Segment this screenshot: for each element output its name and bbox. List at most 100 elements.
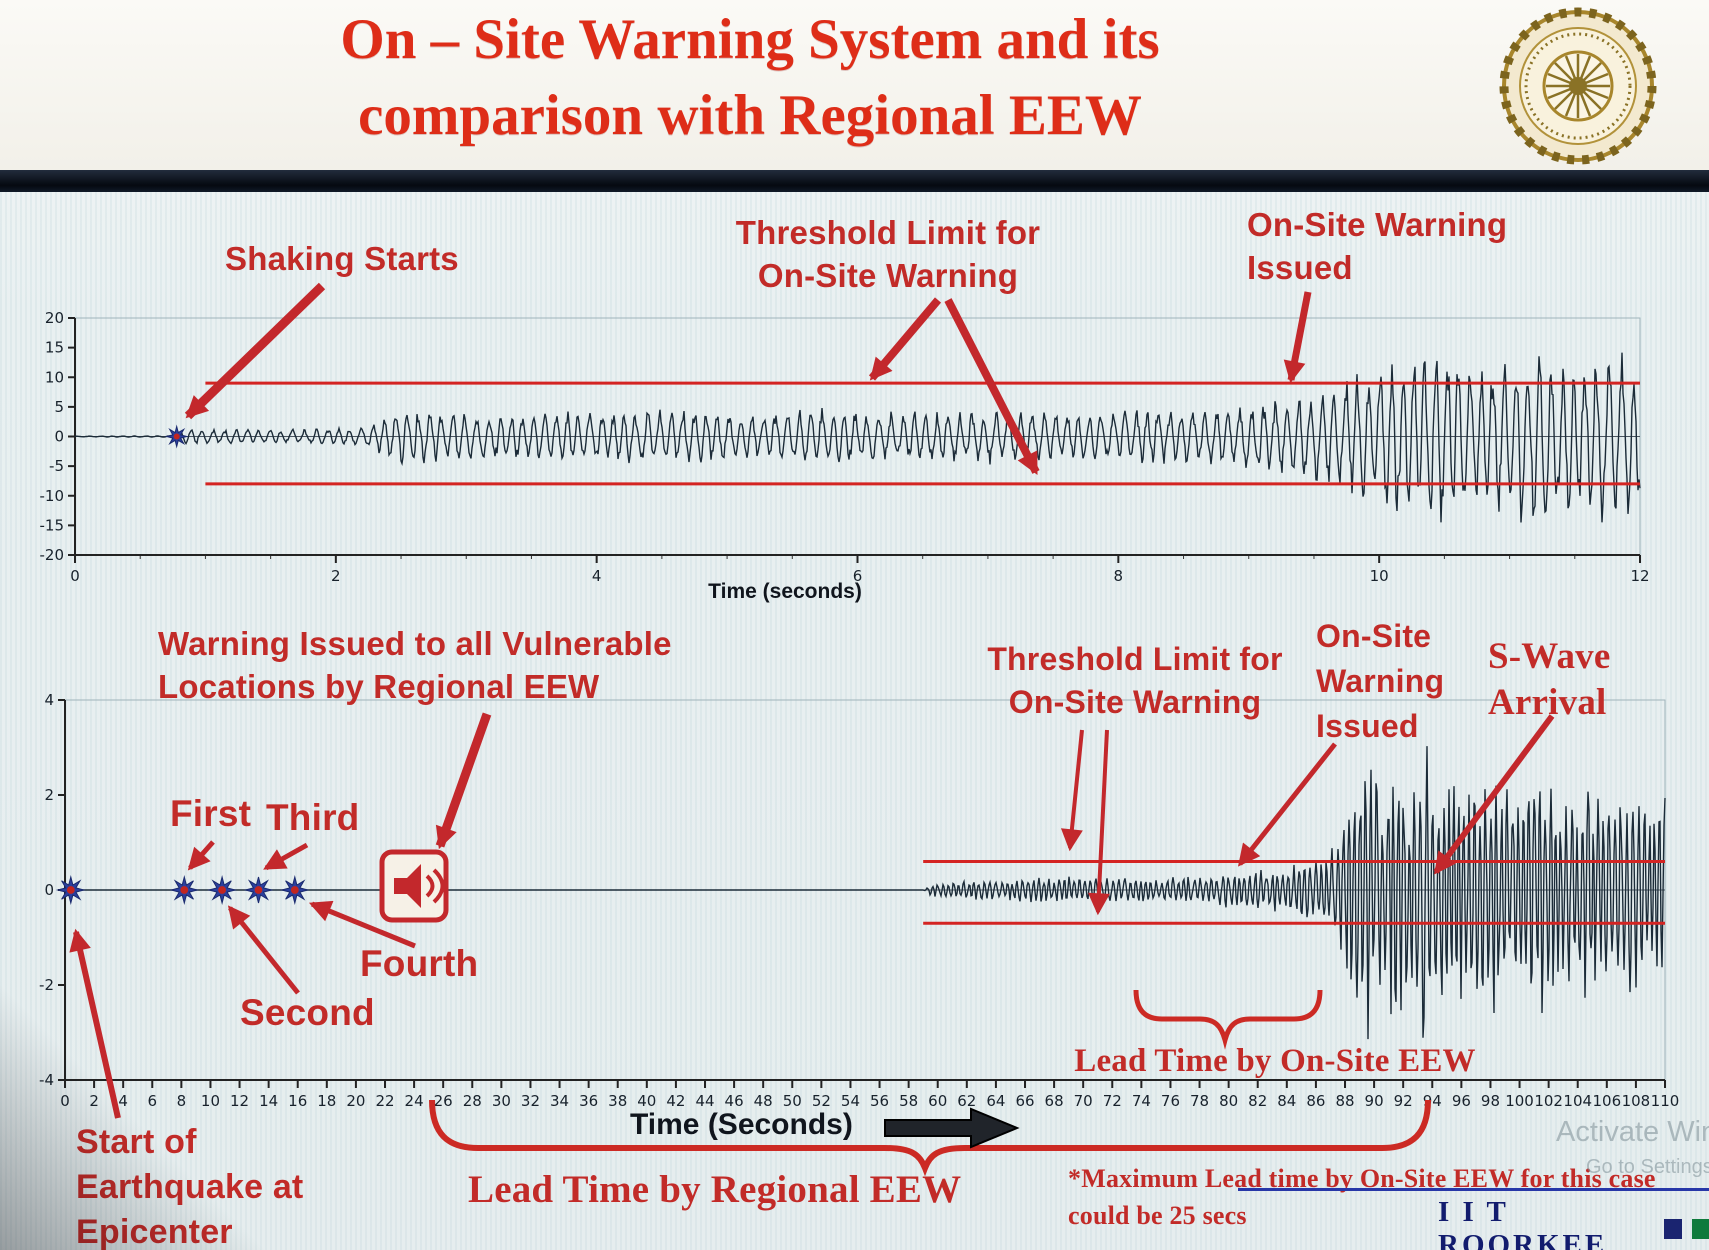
svg-text:50: 50 [783,1092,802,1110]
annotation-s-wave: S-Wave Arrival [1488,634,1610,726]
svg-text:40: 40 [637,1092,656,1110]
title-line-1: On – Site Warning System and its [340,8,1160,71]
svg-text:2: 2 [331,567,341,585]
svg-text:110: 110 [1651,1092,1680,1110]
onsite-lead-time-brace [1133,989,1323,1050]
svg-text:24: 24 [405,1092,424,1110]
arrow-third [263,842,309,871]
svg-text:74: 74 [1132,1092,1151,1110]
annotation-second: Second [240,992,375,1033]
svg-text:0: 0 [70,567,80,585]
svg-text:88: 88 [1335,1092,1354,1110]
svg-text:64: 64 [986,1092,1005,1110]
svg-text:18: 18 [317,1092,336,1110]
svg-text:48: 48 [754,1092,773,1110]
annotation-line: On-Site Warning [1008,684,1262,720]
svg-text:54: 54 [841,1092,860,1110]
arrow-threshold-upper-bottom [1060,729,1084,852]
svg-text:28: 28 [463,1092,482,1110]
header-divider [0,170,1709,192]
svg-text:12: 12 [1630,567,1649,585]
svg-text:4: 4 [118,1092,128,1110]
logo-text-ring [1524,32,1632,140]
arrow-start-epicenter [69,928,121,1119]
arrow-onsite-issued-bottom [1237,742,1337,867]
annotation-line: Shaking Starts [225,240,459,277]
svg-text:22: 22 [375,1092,394,1110]
annotation-lead-regional: Lead Time by Regional EEW [468,1168,962,1211]
arrow-second [227,905,300,995]
svg-text:-5: -5 [49,457,64,475]
annotation-shaking-starts: Shaking Starts [225,237,459,280]
svg-text:2: 2 [44,786,54,804]
svg-text:46: 46 [725,1092,744,1110]
svg-text:10: 10 [45,368,64,386]
svg-text:12: 12 [230,1092,249,1110]
svg-text:20: 20 [346,1092,365,1110]
svg-text:8: 8 [1114,567,1124,585]
svg-text:-20: -20 [40,546,65,564]
annotation-onsite-issued-bottom: On-Site Warning Issued [1316,614,1444,749]
svg-text:4: 4 [592,567,602,585]
svg-text:15: 15 [45,339,64,357]
svg-text:32: 32 [521,1092,540,1110]
svg-text:62: 62 [957,1092,976,1110]
svg-text:96: 96 [1452,1092,1471,1110]
svg-text:90: 90 [1365,1092,1384,1110]
annotation-arrows-top [184,282,1312,475]
annotation-line: Earthquake at [76,1168,304,1206]
svg-text:-2: -2 [39,976,54,994]
svg-text:20: 20 [45,309,64,327]
svg-text:98: 98 [1481,1092,1500,1110]
footer-brand: I I T ROORKEE [1438,1196,1709,1250]
svg-text:100: 100 [1505,1092,1534,1110]
svg-text:36: 36 [579,1092,598,1110]
svg-text:78: 78 [1190,1092,1209,1110]
footer-square-green [1691,1219,1709,1239]
page-title: On – Site Warning System and its compari… [60,2,1440,154]
onsite-warning-chart: 20 15 10 5 0 -5 -10 -15 -20 0 2 4 6 8 10 12 [40,309,1650,585]
regional-eew-chart: 420-2-40 2 4 6 8 10 12 14 16 18 20 22 24 26 28 30 32 34 36… [39,691,1679,1110]
annotation-line: On-Site Warning [1247,206,1508,243]
annotation-onsite-issued-top: On-Site Warning Issued [1247,203,1507,289]
svg-text:6: 6 [853,567,863,585]
time-axis-arrow-icon [884,1107,1020,1149]
arrow-onsite-issued-top [1283,291,1312,384]
slide-header: On – Site Warning System and its compari… [0,0,1709,170]
svg-text:82: 82 [1248,1092,1267,1110]
activation-watermark-line1: Activate Win [1556,1116,1709,1148]
svg-text:80: 80 [1219,1092,1238,1110]
svg-text:76: 76 [1161,1092,1180,1110]
svg-text:26: 26 [434,1092,453,1110]
footer-rule [1238,1188,1709,1191]
svg-text:84: 84 [1277,1092,1296,1110]
top-xaxis-label: Time (seconds) [708,580,862,603]
arrow-threshold-lower-top [944,298,1040,475]
svg-text:-15: -15 [40,516,65,534]
annotation-line: Locations by Regional EEW [158,668,600,705]
svg-text:44: 44 [695,1092,714,1110]
annotation-line: Warning [1316,663,1445,699]
regional-warning-speaker-icon [379,849,449,923]
svg-text:52: 52 [812,1092,831,1110]
annotation-threshold-top: Threshold Limit for On-Site Warning [688,211,1088,297]
regional-lead-time-brace [429,1099,1431,1177]
annotation-line: Issued [1316,708,1419,744]
annotation-first: First [170,793,252,834]
footer-brand-text: I I T ROORKEE [1438,1196,1608,1250]
annotation-line: could be 25 secs [1068,1201,1247,1230]
svg-text:-10: -10 [40,487,65,505]
svg-text:38: 38 [608,1092,627,1110]
arrow-s-wave [1433,714,1555,875]
svg-text:66: 66 [1015,1092,1034,1110]
annotation-regional-warning: Warning Issued to all Vulnerable Locatio… [158,622,672,708]
footer-square-navy [1664,1219,1682,1239]
activation-watermark-line2: Go to Settings [1586,1156,1709,1178]
annotation-start-epicenter: Start of Earthquake at Epicenter [76,1120,303,1250]
svg-text:0: 0 [60,1092,70,1110]
svg-text:42: 42 [666,1092,685,1110]
arrow-regional-warning [435,712,492,850]
annotation-line: Threshold Limit for [735,214,1041,251]
arrow-shaking-starts [184,282,326,420]
